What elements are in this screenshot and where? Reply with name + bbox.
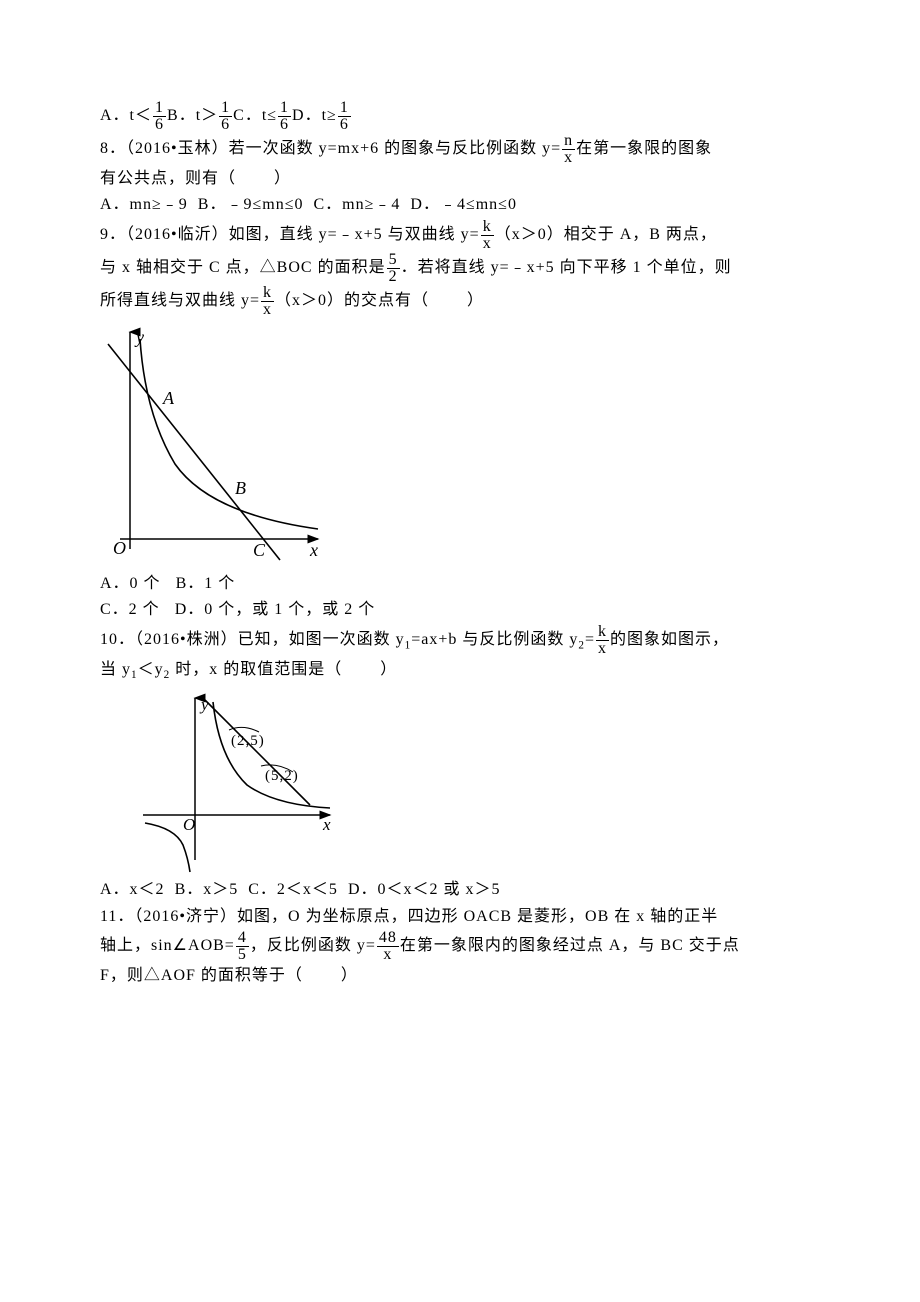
q10-svg: O y x (2,5) (5,2) — [135, 690, 340, 875]
q9-source: （2016•临沂） — [126, 226, 229, 243]
q8-line1: 8．（2016•玉林）若一次函数 y=mx+6 的图象与反比例函数 y=nx在第… — [100, 133, 820, 166]
q10-optA: A．x＜2 — [100, 881, 165, 898]
q8-text-c: 有公共点，则有（ — [100, 170, 236, 187]
q11-source: （2016•济宁） — [134, 908, 237, 925]
q8-number: 8． — [100, 140, 126, 157]
axis-x-label: x — [322, 815, 332, 834]
q9-frac3: kx — [261, 285, 274, 318]
q10-text-a: 已知，如图一次函数 y — [238, 631, 405, 648]
q10-line2: 当 y1＜y2 时，x 的取值范围是（） — [100, 657, 820, 685]
q8-optB: B．﹣9≤mn≤0 — [198, 196, 304, 213]
q9-frac2: 52 — [387, 252, 400, 285]
q10-text-d: 的图象如图示， — [610, 631, 729, 648]
point-2-label: (5,2) — [265, 768, 299, 784]
q11-line2: 轴上，sin∠AOB=45，反比例函数 y=48x在第一象限内的图象经过点 A，… — [100, 930, 820, 963]
q9-text-c: 与 x 轴相交于 C 点，△BOC 的面积是 — [100, 259, 386, 276]
q8-line2: 有公共点，则有（ ） — [100, 166, 820, 192]
q7-optA-frac: 16 — [153, 100, 166, 133]
q10-optC: C．2＜x＜5 — [248, 881, 338, 898]
q9-line2: 与 x 轴相交于 C 点，△BOC 的面积是52．若将直线 y=﹣x+5 向下平… — [100, 252, 820, 285]
q10-source: （2016•株洲） — [135, 631, 238, 648]
q11-text-c: ，反比例函数 y= — [250, 937, 376, 954]
q10-optD: D．0＜x＜2 或 x＞5 — [348, 881, 501, 898]
q10-sub3: 1 — [131, 669, 138, 681]
q9-optA: A．0 个 — [100, 575, 161, 592]
q8-text-a: 若一次函数 y=mx+6 的图象与反比例函数 y= — [229, 140, 562, 157]
q11-line1: 11．（2016•济宁）如图，O 为坐标原点，四边形 OACB 是菱形，OB 在… — [100, 904, 820, 930]
q8-frac: nx — [562, 133, 575, 166]
q10-text-b: =ax+b 与反比例函数 y — [411, 631, 578, 648]
q11-number: 11． — [100, 908, 134, 925]
point-a-label: A — [162, 388, 175, 408]
q9-number: 9． — [100, 226, 126, 243]
q9-frac1: kx — [481, 219, 494, 252]
q9-optC: C．2 个 — [100, 601, 160, 618]
q10-text-f: ＜y — [138, 661, 164, 678]
q9-line3: 所得直线与双曲线 y=kx（x＞0）的交点有（ ） — [100, 285, 820, 318]
point-b-label: B — [235, 478, 247, 498]
q9-line1: 9．（2016•临沂）如图，直线 y=﹣x+5 与双曲线 y=kx（x＞0）相交… — [100, 219, 820, 252]
q7-optC-prefix: C．t≤ — [233, 107, 277, 124]
exam-page: A．t＜16B．t＞16C．t≤16D．t≥16 8．（2016•玉林）若一次函… — [0, 0, 920, 1302]
q9-options-row2: C．2 个 D．0 个，或 1 个，或 2 个 — [100, 597, 820, 623]
axis-x-label: x — [309, 540, 319, 560]
axis-origin-label: O — [113, 538, 127, 558]
q10-text-g: 时，x 的取值范围是（ — [170, 661, 342, 678]
q10-line1: 10．（2016•株洲）已知，如图一次函数 y1=ax+b 与反比例函数 y2=… — [100, 624, 820, 657]
q11-text-d: 在第一象限内的图象经过点 A，与 BC 交于点 — [400, 937, 740, 954]
q10-text-e: 当 y — [100, 661, 131, 678]
q8-text-d: ） — [274, 170, 291, 187]
q7-optB-prefix: B．t＞ — [167, 107, 218, 124]
q8-optD: D．﹣4≤mn≤0 — [410, 196, 517, 213]
axis-y-label: y — [199, 695, 210, 714]
q10-sub2: 2 — [578, 639, 585, 651]
q9-optB: B．1 个 — [176, 575, 236, 592]
q8-source: （2016•玉林） — [126, 140, 229, 157]
q9-text-e: 所得直线与双曲线 y= — [100, 292, 260, 309]
q9-options-row1: A．0 个 B．1 个 — [100, 571, 820, 597]
point-c-label: C — [253, 540, 266, 560]
axis-origin-label: O — [183, 815, 196, 834]
q10-text-h: ） — [380, 661, 397, 678]
q7-optD-prefix: D．t≥ — [292, 107, 337, 124]
q8-text-b: 在第一象限的图象 — [576, 140, 712, 157]
q9-figure: O y x A B C — [100, 324, 820, 569]
q9-svg: O y x A B C — [100, 324, 330, 569]
q9-optD: D．0 个，或 1 个，或 2 个 — [175, 601, 376, 618]
q8-options: A．mn≥﹣9 B．﹣9≤mn≤0 C．mn≥﹣4 D．﹣4≤mn≤0 — [100, 192, 820, 218]
q11-text-f: ） — [341, 967, 358, 984]
q10-frac: kx — [596, 624, 609, 657]
q7-optA-prefix: A．t＜ — [100, 107, 152, 124]
q8-optC: C．mn≥﹣4 — [313, 196, 400, 213]
axis-y-label: y — [134, 327, 145, 347]
q9-text-g: ） — [467, 292, 484, 309]
q9-text-b: （x＞0）相交于 A，B 两点， — [495, 226, 717, 243]
q7-optC-frac: 16 — [278, 100, 291, 133]
q11-text-a: 如图，O 为坐标原点，四边形 OACB 是菱形，OB 在 x 轴的正半 — [237, 908, 718, 925]
q9-text-a: 如图，直线 y=﹣x+5 与双曲线 y= — [229, 226, 480, 243]
q11-frac2: 48x — [377, 930, 399, 963]
q11-text-b: 轴上，sin∠AOB= — [100, 937, 235, 954]
q10-figure: O y x (2,5) (5,2) — [100, 690, 820, 875]
q10-optB: B．x＞5 — [175, 881, 239, 898]
q11-text-e: F，则△AOF 的面积等于（ — [100, 967, 303, 984]
q10-text-c: = — [585, 631, 595, 648]
q8-optA: A．mn≥﹣9 — [100, 196, 188, 213]
q10-number: 10． — [100, 631, 135, 648]
q9-text-f: （x＞0）的交点有（ — [275, 292, 429, 309]
q10-options: A．x＜2 B．x＞5 C．2＜x＜5 D．0＜x＜2 或 x＞5 — [100, 877, 820, 903]
q7-optB-frac: 16 — [219, 100, 232, 133]
q11-frac1: 45 — [236, 930, 249, 963]
q9-text-d: ．若将直线 y=﹣x+5 向下平移 1 个单位，则 — [401, 259, 732, 276]
q7-optD-frac: 16 — [338, 100, 351, 133]
point-1-label: (2,5) — [231, 733, 265, 749]
q7-options-row: A．t＜16B．t＞16C．t≤16D．t≥16 — [100, 100, 820, 133]
q11-line3: F，则△AOF 的面积等于（ ） — [100, 963, 820, 989]
